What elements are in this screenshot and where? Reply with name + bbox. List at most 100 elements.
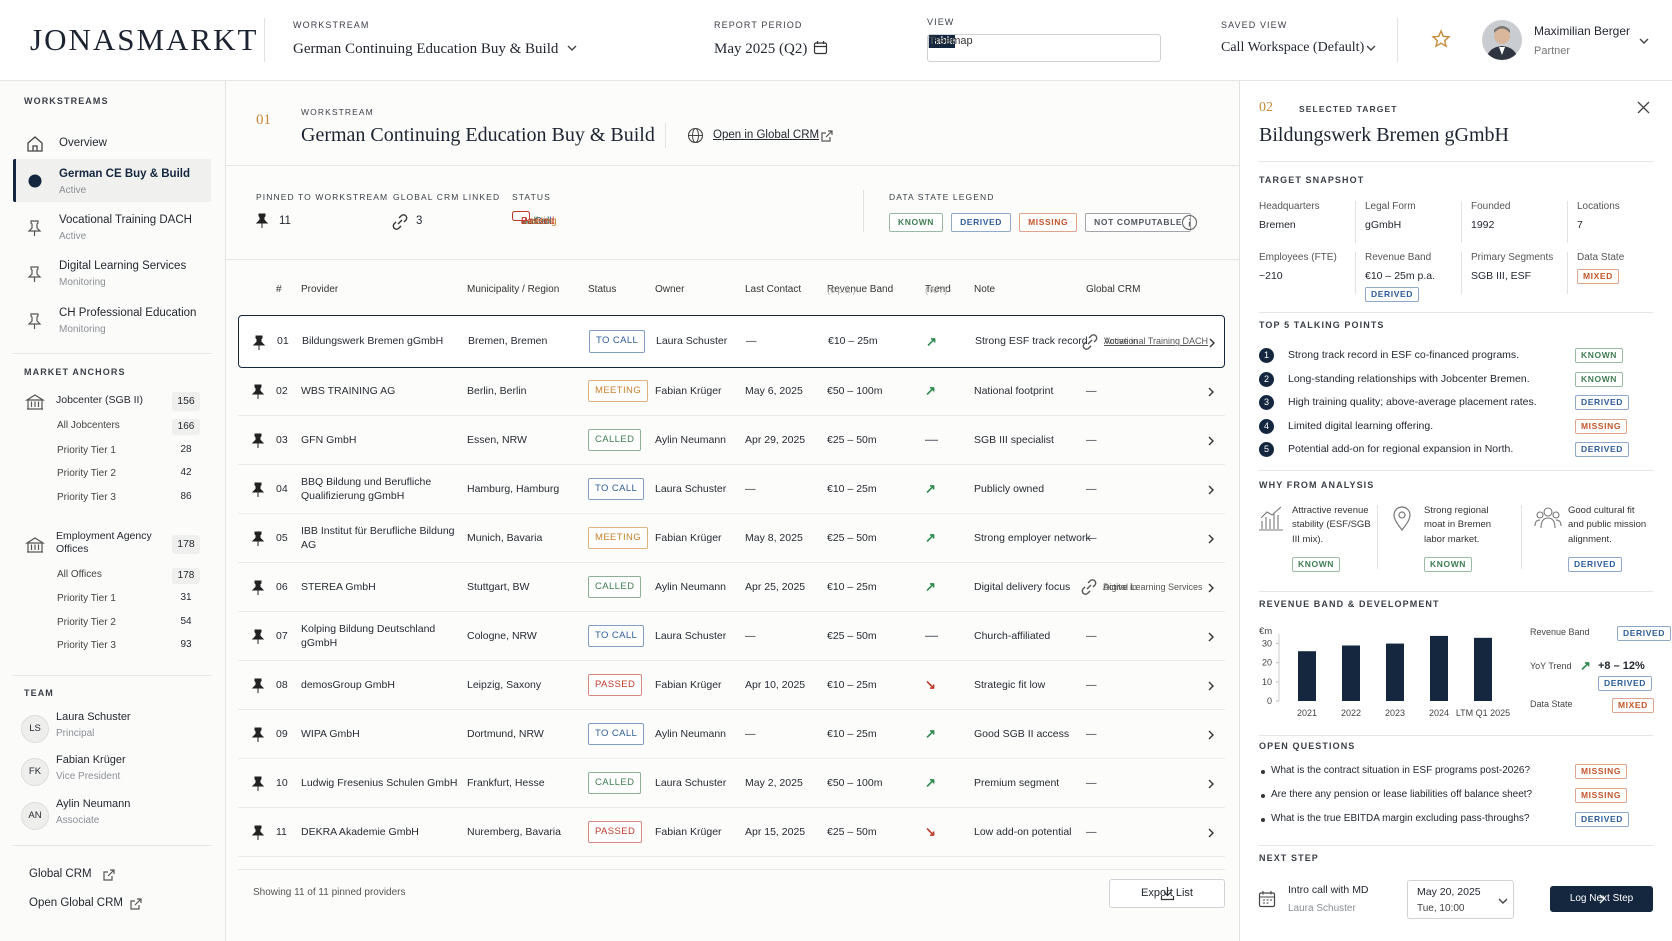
header-divider bbox=[0, 80, 1672, 81]
saved-view-select[interactable]: Call Workspace (Default) bbox=[1221, 40, 1365, 55]
nav-item-status: Active bbox=[59, 231, 87, 242]
data-state-tag: DERIVED bbox=[1575, 442, 1629, 458]
table-row[interactable]: 01 Bildungswerk Bremen gGmbH Bremen, Breme… bbox=[238, 315, 1225, 368]
trend: ↗ bbox=[925, 579, 936, 595]
table-row[interactable]: 06 STEREA GmbH Stuttgart, BW CALLED Aylin Ne… bbox=[238, 563, 1225, 612]
member-role: Vice President bbox=[56, 771, 121, 782]
status-filter[interactable]: Passed 2 bbox=[512, 211, 554, 227]
data-state-tag: DERIVED bbox=[1598, 676, 1652, 692]
table-row[interactable]: 09 WIPA GmbH Dortmund, NRW TO CALL Aylin Neu… bbox=[238, 710, 1225, 759]
icon-part bbox=[1208, 485, 1214, 494]
anchor-subitem[interactable]: All Jobcenters bbox=[57, 420, 120, 431]
home-icon bbox=[27, 136, 43, 152]
owner: Fabian Krüger bbox=[655, 531, 722, 544]
note: National footprint bbox=[974, 384, 1054, 397]
status-cell: PASSED bbox=[588, 661, 643, 709]
owner: Aylin Neumann bbox=[655, 580, 727, 593]
why-text: Attractive revenue stability (ESF/SGB II… bbox=[1292, 505, 1371, 545]
pin-icon bbox=[27, 266, 42, 282]
favorite-star[interactable] bbox=[1431, 29, 1451, 48]
column-label: Owner bbox=[655, 284, 685, 295]
close-button[interactable] bbox=[1637, 101, 1650, 114]
sidebar-divider bbox=[225, 81, 226, 941]
icon-part bbox=[130, 898, 142, 910]
trend: ↗ bbox=[925, 726, 936, 742]
anchor-subitem[interactable]: All Offices bbox=[57, 569, 102, 580]
nav-item[interactable]: German CE Buy & Build bbox=[59, 168, 190, 180]
icon-part bbox=[251, 678, 265, 693]
anchor-subitem[interactable]: Priority Tier 3 bbox=[57, 640, 116, 651]
nav-item[interactable]: Vocational Training DACH bbox=[59, 214, 192, 226]
field-value: SGB III, ESF bbox=[1471, 270, 1532, 282]
table-row[interactable]: 11 DEKRA Akademie GmbH Nuremberg, Bavaria P… bbox=[238, 808, 1225, 857]
workstream-label: WORKSTREAM bbox=[293, 20, 370, 30]
column-label: Last Contact bbox=[745, 284, 802, 295]
anchor-subitem[interactable]: Priority Tier 2 bbox=[57, 468, 116, 479]
provider-name: Kolping Bildung Deutschland gGmbH bbox=[301, 622, 436, 649]
view-option[interactable]: Table bbox=[928, 35, 956, 49]
date-picker[interactable]: May 20, 2025 Tue, 10:00 bbox=[1407, 880, 1514, 919]
sidebar-link[interactable]: Open Global CRM bbox=[29, 897, 123, 909]
icon-part bbox=[1208, 779, 1214, 788]
status-cell: TO CALL bbox=[589, 316, 646, 367]
table-row[interactable]: 02 WBS TRAINING AG Berlin, Berlin MEETING Fa… bbox=[238, 367, 1225, 416]
pin-icon bbox=[251, 384, 265, 399]
calendar-icon[interactable] bbox=[813, 41, 828, 55]
talking-point: Potential add-on for regional expansion … bbox=[1288, 443, 1514, 455]
crm-link[interactable]: Open in Global CRM bbox=[713, 129, 820, 141]
x-tick-label: 2022 bbox=[1341, 708, 1361, 718]
export-button[interactable]: Export List bbox=[1109, 879, 1225, 908]
anchor-group[interactable]: Employment Agency Offices bbox=[56, 530, 152, 555]
anchor-subitem[interactable]: Priority Tier 1 bbox=[57, 445, 116, 456]
nav-item[interactable]: Digital Learning Services bbox=[59, 260, 187, 272]
table-row[interactable]: 08 demosGroup GmbH Leipzig, Saxony PASSED Fa… bbox=[238, 661, 1225, 710]
nav-item[interactable]: CH Professional Education bbox=[59, 307, 197, 319]
row-number: 09 bbox=[276, 727, 288, 740]
view-option[interactable]: Treemap bbox=[928, 35, 973, 49]
sidebar-divider bbox=[12, 353, 212, 354]
field-label: Founded bbox=[1471, 201, 1511, 212]
data-state-tag: KNOWN bbox=[1575, 371, 1624, 387]
side-label: Data State bbox=[1530, 699, 1573, 709]
anchor-subitem[interactable]: Priority Tier 1 bbox=[57, 593, 116, 604]
status-cell: PASSED bbox=[588, 808, 643, 856]
anchor-group[interactable]: Jobcenter (SGB II) bbox=[56, 394, 143, 406]
provider-name: WBS TRAINING AG bbox=[301, 384, 396, 397]
revenue-band: €25 – 50m bbox=[827, 629, 877, 642]
user-role: Partner bbox=[1534, 45, 1571, 57]
revenue-band: €25 – 50m bbox=[827, 825, 877, 838]
icon-part bbox=[1637, 101, 1650, 114]
row-chevron bbox=[1208, 779, 1214, 788]
field-label: Locations bbox=[1577, 201, 1620, 212]
icon-part bbox=[251, 629, 265, 644]
section-divider bbox=[1259, 591, 1653, 592]
table-row[interactable]: 04 BBQ Bildung und Berufliche Qualifizier… bbox=[238, 465, 1225, 514]
why-divider bbox=[1377, 505, 1378, 569]
report-period-select[interactable]: May 2025 (Q2) bbox=[714, 41, 808, 57]
table-row[interactable]: 07 Kolping Bildung Deutschland gGmbH Colog… bbox=[238, 612, 1225, 661]
trend: ↗ bbox=[925, 530, 936, 546]
sidebar-link[interactable]: Global CRM bbox=[29, 868, 92, 880]
icon-part bbox=[27, 313, 42, 329]
info-icon[interactable] bbox=[1181, 214, 1198, 231]
nav-item[interactable]: Overview bbox=[59, 137, 107, 149]
provider-name: DEKRA Akademie GmbH bbox=[301, 825, 419, 838]
user-menu-chevron[interactable] bbox=[1639, 38, 1649, 44]
link-icon bbox=[392, 214, 408, 230]
log-next-step-button[interactable]: Log Next Step bbox=[1550, 886, 1653, 912]
point-number: 4 bbox=[1259, 418, 1274, 434]
table-row[interactable]: 03 GFN GmbH Essen, NRW CALLED Aylin Neumann A… bbox=[238, 416, 1225, 465]
owner: Laura Schuster bbox=[655, 482, 727, 495]
table-row[interactable]: 05 IBB Institut für Berufliche Bildung AG… bbox=[238, 514, 1225, 563]
icon-part bbox=[1208, 387, 1214, 396]
anchor-subitem[interactable]: Priority Tier 3 bbox=[57, 492, 116, 503]
workstream-select[interactable]: German Continuing Education Buy & Build bbox=[293, 41, 559, 57]
anchor-count: 178 bbox=[172, 568, 200, 584]
trend: ↗ bbox=[926, 333, 937, 349]
data-state-tag: DERIVED bbox=[1365, 287, 1419, 303]
icon-part bbox=[251, 384, 265, 399]
table-row[interactable]: 10 Ludwig Fresenius Schulen GmbH Frankfurt… bbox=[238, 759, 1225, 808]
anchor-subitem[interactable]: Priority Tier 2 bbox=[57, 617, 116, 628]
field-divider bbox=[1461, 252, 1462, 294]
row-number: 03 bbox=[276, 433, 288, 446]
